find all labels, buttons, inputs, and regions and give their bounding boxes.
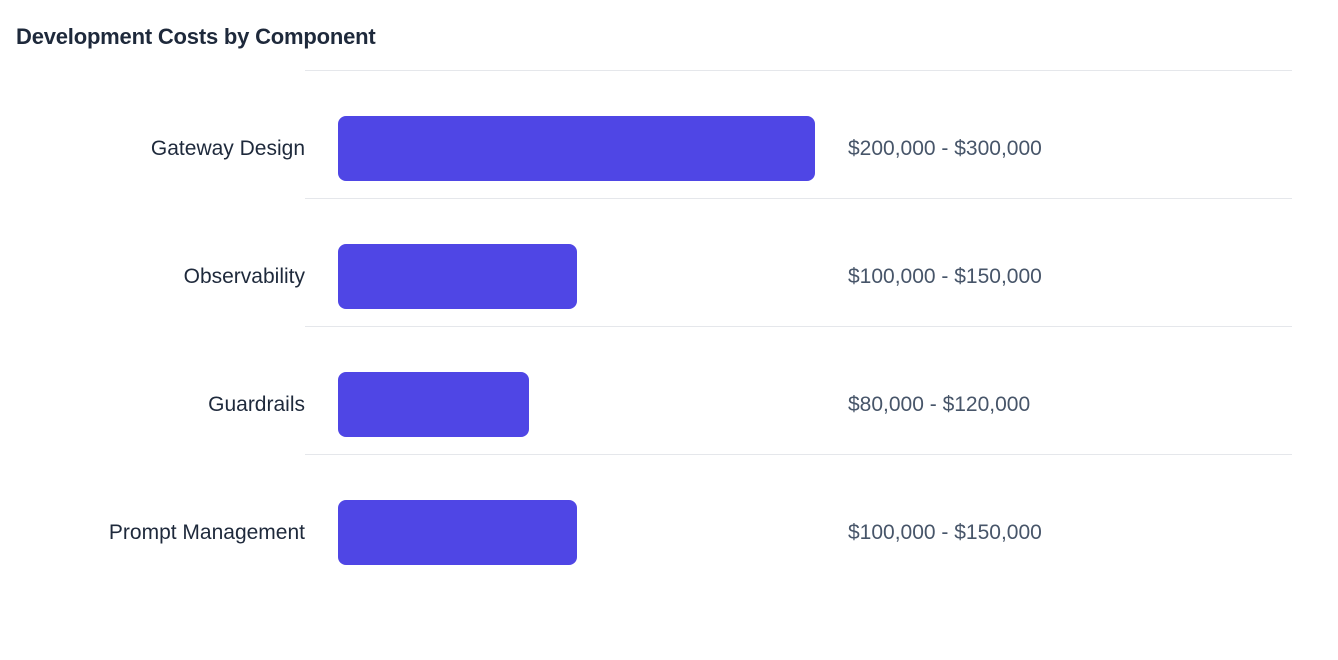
bar-track [338,116,848,181]
chart-row-prompt-management: Prompt Management $100,000 - $150,000 [0,454,1338,582]
bar-track [338,244,848,309]
label-cell: Guardrails [0,326,305,454]
plot-cell: $100,000 - $150,000 [305,198,1292,326]
cost-bar [338,372,529,437]
label-cell: Prompt Management [0,454,305,582]
plot-cell: $80,000 - $120,000 [305,326,1292,454]
category-label: Prompt Management [108,520,305,544]
category-label: Guardrails [208,392,305,416]
plot-cell: $100,000 - $150,000 [305,454,1292,582]
category-label: Observability [183,264,305,288]
value-label: $80,000 - $120,000 [848,392,1031,416]
chart-row-gateway-design: Gateway Design $200,000 - $300,000 [0,70,1338,198]
cost-bar [338,244,577,309]
value-label: $100,000 - $150,000 [848,520,1042,544]
bar-track [338,500,848,565]
chart-title: Development Costs by Component [16,24,376,49]
value-label: $100,000 - $150,000 [848,264,1042,288]
value-label: $200,000 - $300,000 [848,136,1042,160]
chart-row-guardrails: Guardrails $80,000 - $120,000 [0,326,1338,454]
label-cell: Gateway Design [0,70,305,198]
cost-bar [338,500,577,565]
chart-rows: Gateway Design $200,000 - $300,000 Obser… [0,70,1338,582]
label-cell: Observability [0,198,305,326]
bar-track [338,372,848,437]
cost-bar [338,116,815,181]
plot-cell: $200,000 - $300,000 [305,70,1292,198]
chart-row-observability: Observability $100,000 - $150,000 [0,198,1338,326]
category-label: Gateway Design [150,136,305,160]
